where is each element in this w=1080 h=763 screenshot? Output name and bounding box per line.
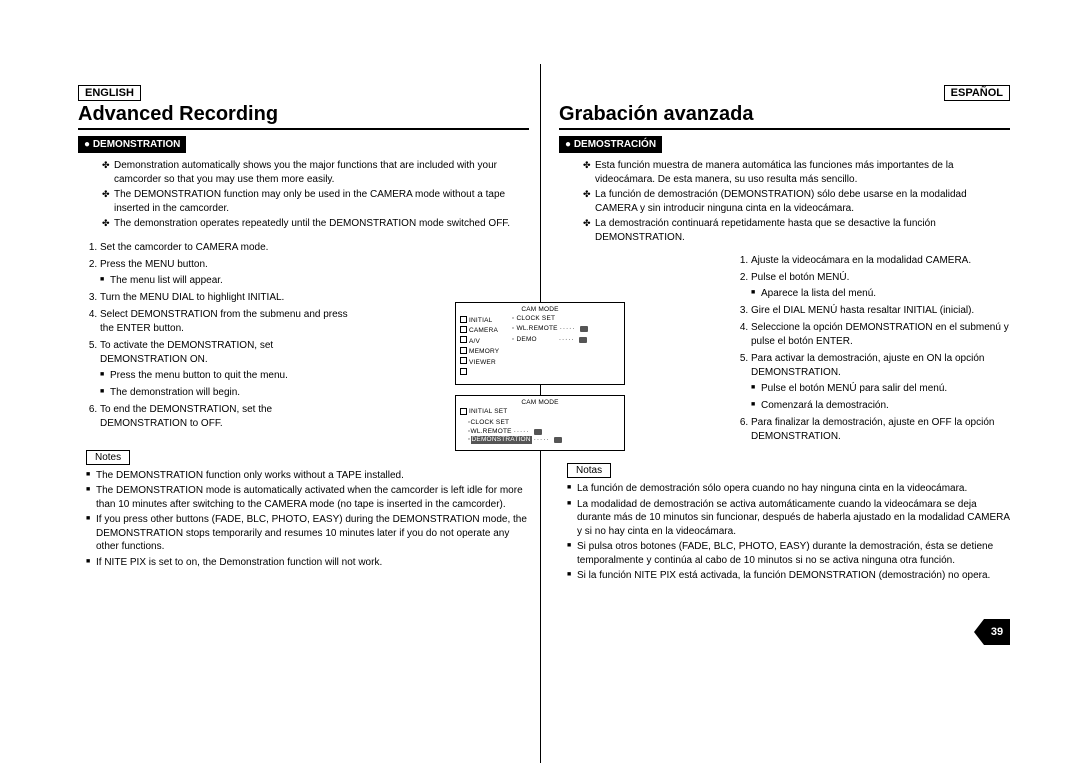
lang-label-es: ESPAÑOL — [944, 85, 1010, 101]
notes-label-right: Notas — [567, 463, 611, 478]
page-number: 39 — [984, 619, 1010, 645]
left-title: Advanced Recording — [78, 103, 529, 130]
notes-label-left: Notes — [86, 450, 130, 465]
right-notes: La función de demostración sólo opera cu… — [567, 482, 1010, 583]
intro-item: The demonstration operates repeatedly un… — [102, 217, 529, 231]
step: Set the camcorder to CAMERA mode. — [100, 241, 359, 255]
right-intro-list: Esta función muestra de manera automátic… — [583, 159, 1010, 244]
lcd-screen-2: CAM MODE INITIAL SET ◦CLOCK SET ◦WL.REMO… — [455, 395, 625, 452]
intro-item: The DEMONSTRATION function may only be u… — [102, 188, 529, 215]
left-notes: The DEMONSTRATION function only works wi… — [86, 469, 529, 570]
step: Press the MENU button. The menu list wil… — [100, 258, 359, 288]
left-steps: Set the camcorder to CAMERA mode. Press … — [86, 241, 359, 434]
step: To end the DEMONSTRATION, set the DEMONS… — [100, 403, 359, 431]
right-title: Grabación avanzada — [559, 103, 1010, 130]
left-section-heading: ● DEMONSTRATION — [78, 136, 186, 153]
step: Select DEMONSTRATION from the submenu an… — [100, 308, 359, 336]
lang-label-en: ENGLISH — [78, 85, 141, 101]
lcd-screen-1: CAM MODE INITIAL◦ CLOCK SET CAMERA◦ WL.R… — [455, 302, 625, 385]
lcd-screens: CAM MODE INITIAL◦ CLOCK SET CAMERA◦ WL.R… — [455, 302, 625, 461]
step: Turn the MENU DIAL to highlight INITIAL. — [100, 291, 359, 305]
right-section-heading: ● DEMOSTRACIÓN — [559, 136, 662, 153]
left-intro-list: Demonstration automatically shows you th… — [102, 159, 529, 231]
step: To activate the DEMONSTRATION, set DEMON… — [100, 339, 359, 400]
right-steps: Ajuste la videocámara en la modalidad CA… — [737, 254, 1010, 447]
right-column: ESPAÑOL Grabación avanzada ● DEMOSTRACIÓ… — [559, 85, 1010, 585]
intro-item: Demonstration automatically shows you th… — [102, 159, 529, 186]
